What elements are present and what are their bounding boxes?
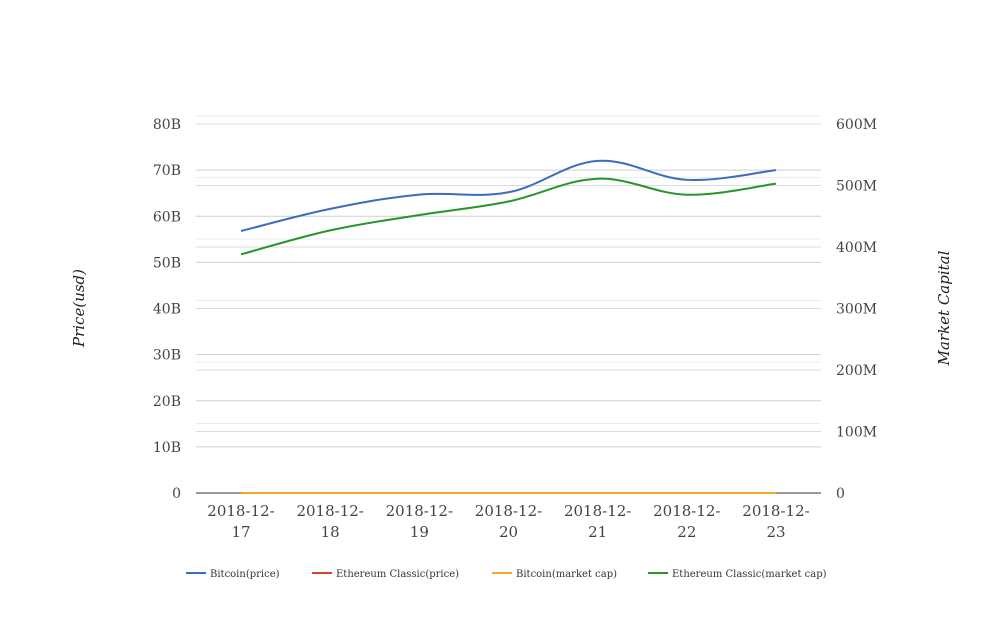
- axis-layer: 0 10B 20B 30B 40B 50B 60B 70B 80B 0 100M 200M 300M 40…: [70, 117, 953, 541]
- data-point-bitcoin-price: [506, 189, 512, 195]
- data-point-bitcoin-price: [595, 158, 601, 164]
- data-point-bitcoin-price: [773, 167, 779, 173]
- right-tick-label: 500M: [836, 179, 877, 195]
- legend-item[interactable]: Ethereum Classic(price): [312, 569, 459, 580]
- data-point-bitcoin-market-cap: [416, 490, 422, 496]
- x-tick-label: 2018-12-17: [207, 502, 274, 541]
- legend-label: Bitcoin(market cap): [516, 569, 617, 580]
- data-point-ethereum-classic-market-cap: [327, 227, 333, 233]
- right-tick-label: 600M: [836, 117, 877, 133]
- data-point-bitcoin-market-cap: [506, 490, 512, 496]
- left-tick-label: 40B: [153, 302, 181, 318]
- data-point-ethereum-classic-market-cap: [416, 212, 422, 218]
- data-point-bitcoin-price: [327, 206, 333, 212]
- x-tick-label: 2018-12-18: [296, 502, 363, 541]
- data-point-ethereum-classic-market-cap: [238, 251, 244, 257]
- right-axis-title: Market Capital: [935, 250, 953, 366]
- right-tick-label: 0: [836, 486, 845, 502]
- left-tick-label: 0: [172, 486, 181, 502]
- right-tick-label: 100M: [836, 425, 877, 441]
- grid-layer: [196, 116, 821, 447]
- series-line-bitcoin-price: [241, 161, 776, 231]
- left-axis-title: Price(usd): [70, 269, 88, 348]
- legend-label: Bitcoin(price): [210, 569, 280, 580]
- data-point-ethereum-classic-market-cap: [684, 192, 690, 198]
- x-tick-label: 2018-12-23: [742, 502, 809, 541]
- data-point-bitcoin-price: [684, 177, 690, 183]
- data-point-bitcoin-market-cap: [684, 490, 690, 496]
- data-point-bitcoin-price: [238, 228, 244, 234]
- right-tick-label: 300M: [836, 302, 877, 318]
- legend[interactable]: Bitcoin(price) Ethereum Classic(price) Bit…: [186, 569, 827, 580]
- data-point-ethereum-classic-market-cap: [506, 198, 512, 204]
- data-point-bitcoin-price: [416, 192, 422, 198]
- right-tick-label: 200M: [836, 363, 877, 379]
- legend-item[interactable]: Bitcoin(market cap): [492, 569, 617, 580]
- right-tick-label: 400M: [836, 240, 877, 256]
- left-tick-label: 70B: [153, 163, 181, 179]
- legend-item[interactable]: Ethereum Classic(market cap): [648, 569, 827, 580]
- data-point-bitcoin-market-cap: [595, 490, 601, 496]
- x-tick-label: 2018-12-21: [564, 502, 631, 541]
- left-tick-label: 60B: [153, 209, 181, 225]
- left-tick-label: 80B: [153, 117, 181, 133]
- x-tick-label: 2018-12-19: [386, 502, 453, 541]
- left-tick-label: 50B: [153, 255, 181, 271]
- legend-item[interactable]: Bitcoin(price): [186, 569, 280, 580]
- legend-label: Ethereum Classic(market cap): [672, 569, 827, 580]
- left-tick-label: 30B: [153, 348, 181, 364]
- left-tick-label: 20B: [153, 394, 181, 410]
- x-tick-label: 2018-12-22: [653, 502, 720, 541]
- data-point-bitcoin-market-cap: [327, 490, 333, 496]
- data-point-ethereum-classic-market-cap: [595, 176, 601, 182]
- data-point-bitcoin-market-cap: [773, 490, 779, 496]
- data-point-ethereum-classic-market-cap: [773, 181, 779, 187]
- data-point-bitcoin-market-cap: [238, 490, 244, 496]
- left-tick-label: 10B: [153, 440, 181, 456]
- x-tick-label: 2018-12-20: [475, 502, 542, 541]
- series-layer: [238, 158, 779, 496]
- legend-label: Ethereum Classic(price): [336, 569, 459, 580]
